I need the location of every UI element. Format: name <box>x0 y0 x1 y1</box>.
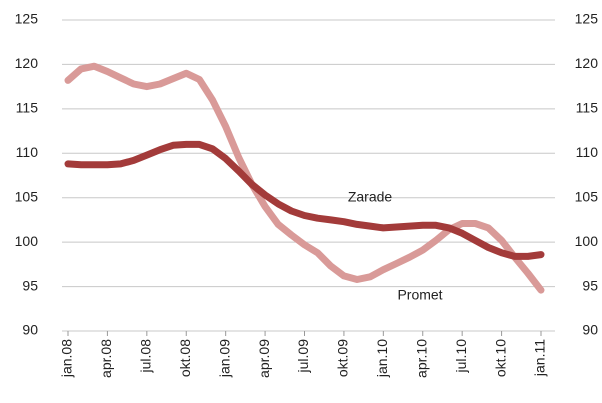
x-tick-label: okt.08 <box>177 339 193 377</box>
y2-tick-label: 95 <box>582 277 598 293</box>
x-tick-label: jul.08 <box>138 339 154 374</box>
x-tick-label: jul.10 <box>453 339 469 374</box>
x-tick-label: jul.09 <box>295 339 311 374</box>
series-line <box>64 62 545 294</box>
x-tick-label: jan.11 <box>532 339 548 377</box>
y-tick-label: 110 <box>16 144 39 160</box>
x-tick-label: okt.10 <box>492 339 508 377</box>
y2-tick-label: 105 <box>575 188 599 204</box>
y2-tick-label: 115 <box>576 100 599 116</box>
y-tick-label: 115 <box>16 100 39 116</box>
series-label: Zarade <box>348 189 393 205</box>
x-tick-label: apr.08 <box>98 339 114 378</box>
y2-tick-label: 110 <box>576 144 599 160</box>
series-label: Promet <box>397 287 442 303</box>
y-tick-label: 95 <box>22 277 38 293</box>
y2-tick-label: 125 <box>575 11 599 27</box>
x-tick-label: jan.10 <box>374 339 390 378</box>
y-tick-label: 125 <box>15 11 39 27</box>
series-line <box>64 140 545 260</box>
y-tick-label: 120 <box>15 55 39 71</box>
x-tick-label: apr.10 <box>413 339 429 378</box>
x-tick-label: jan.09 <box>216 339 232 378</box>
y2-tick-label: 120 <box>575 55 599 71</box>
y2-tick-label: 90 <box>582 322 598 338</box>
y2-tick-label: 100 <box>575 233 599 249</box>
x-tick-label: jan.08 <box>59 339 75 378</box>
y-tick-label: 100 <box>15 233 39 249</box>
x-tick-label: apr.09 <box>256 339 272 378</box>
y-tick-label: 90 <box>22 322 38 338</box>
x-tick-label: okt.09 <box>335 339 351 377</box>
y-tick-label: 105 <box>15 188 39 204</box>
